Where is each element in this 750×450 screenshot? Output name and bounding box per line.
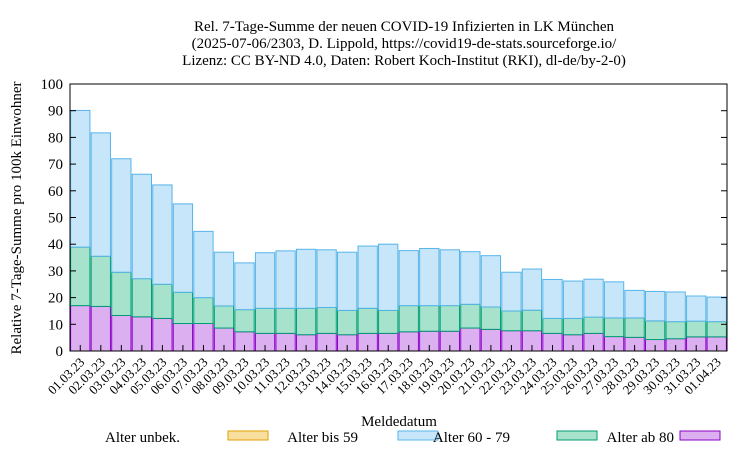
bar-alter-bis-59-23 [542, 278, 563, 319]
bar-alter-bis-59-18 [439, 249, 460, 307]
bar-alter-60-79-2 [111, 271, 132, 316]
bar-alter-60-79-7 [213, 305, 235, 329]
bar-alter-bis-59-6 [193, 230, 214, 299]
bar-alter-bis-59-13 [337, 251, 358, 311]
bar-alter-60-79-15 [378, 309, 399, 334]
legend-label-3: Alter ab 80 [607, 430, 674, 446]
y-tick-label-6: 60 [48, 184, 63, 200]
bar-alter-bis-59-10 [275, 250, 296, 309]
legend-label-0: Alter unbek. [105, 430, 180, 446]
bar-alter-60-79-0 [70, 246, 91, 307]
bar-alter-60-79-24 [562, 317, 584, 336]
bar-alter-60-79-22 [521, 309, 543, 332]
bar-alter-bis-59-26 [603, 281, 625, 319]
bar-alter-60-79-17 [419, 305, 440, 332]
bar-alter-60-79-30 [686, 320, 707, 338]
bar-alter-bis-59-12 [316, 249, 337, 308]
legend: Alter unbek. Alter bis 59 Alter 60 - 79 Alt… [105, 430, 721, 446]
bar-alter-60-79-21 [501, 310, 522, 332]
bars-layer [70, 109, 727, 352]
bar-alter-60-79-26 [603, 317, 625, 338]
bar-alter-60-79-19 [460, 303, 481, 329]
legend-swatch-1 [397, 430, 439, 441]
bar-alter-60-79-14 [357, 307, 378, 334]
bar-alter-bis-59-30 [686, 295, 707, 322]
legend-swatch-2 [556, 430, 598, 441]
bar-alter-60-79-5 [172, 291, 194, 325]
legend-label-1: Alter bis 59 [287, 430, 358, 446]
y-tick-label-2: 20 [48, 291, 63, 307]
bar-alter-60-79-9 [254, 307, 276, 334]
bar-alter-bis-59-29 [665, 291, 686, 323]
bar-alter-bis-59-31 [706, 296, 727, 323]
legend-label-2: Alter 60 - 79 [433, 430, 510, 446]
bar-alter-60-79-11 [295, 307, 317, 336]
bar-alter-bis-59-17 [419, 247, 440, 307]
legend-swatch-3 [679, 430, 721, 441]
bar-alter-bis-59-21 [501, 271, 522, 312]
x-axis-label: Meldedatum [361, 414, 437, 430]
bar-alter-60-79-8 [234, 309, 255, 333]
bar-alter-60-79-20 [480, 306, 502, 330]
bar-alter-bis-59-7 [213, 251, 235, 307]
axes-layer: 010203040506070809010001.03.2302.03.2303… [41, 77, 728, 397]
bar-alter-bis-59-5 [172, 203, 194, 293]
bar-alter-60-79-18 [439, 305, 460, 332]
bar-alter-bis-59-20 [480, 255, 502, 308]
bar-alter-bis-59-8 [234, 262, 255, 311]
bar-alter-bis-59-28 [644, 290, 666, 322]
bar-alter-60-79-3 [131, 278, 153, 318]
legend-swatch-0 [227, 430, 269, 441]
chart-title: Rel. 7-Tage-Summe der neuen COVID-19 Inf… [182, 19, 626, 69]
y-tick-label-8: 80 [48, 130, 63, 146]
bar-alter-60-79-12 [316, 306, 337, 334]
bar-alter-60-79-13 [337, 309, 358, 336]
bar-alter-bis-59-0 [70, 109, 91, 248]
y-tick-label-0: 0 [56, 344, 64, 360]
bar-alter-ab-80-1 [90, 305, 111, 352]
bar-alter-bis-59-9 [254, 252, 276, 309]
bar-alter-60-79-25 [583, 316, 604, 334]
bar-alter-bis-59-16 [398, 250, 419, 307]
title-line-3: Lizenz: CC BY-ND 4.0, Daten: Robert Koch… [182, 53, 626, 69]
y-axis-label: Relative 7-Tage-Summe pro 100k Einwohner [9, 81, 25, 354]
bar-alter-bis-59-4 [152, 184, 173, 285]
y-tick-label-4: 40 [48, 237, 63, 253]
bar-alter-60-79-1 [90, 255, 111, 307]
bar-alter-bis-59-14 [357, 245, 378, 309]
bar-alter-bis-59-25 [583, 278, 604, 318]
y-tick-label-1: 10 [48, 317, 63, 333]
bar-alter-ab-80-0 [70, 305, 91, 352]
bar-alter-bis-59-15 [378, 243, 399, 311]
bar-alter-bis-59-27 [624, 289, 645, 319]
bar-alter-bis-59-3 [131, 173, 153, 280]
bar-alter-bis-59-19 [460, 251, 481, 305]
title-line-2: (2025-07-06/2303, D. Lippold, https://co… [192, 36, 617, 52]
y-tick-label-5: 50 [48, 211, 63, 227]
bar-alter-60-79-6 [193, 297, 214, 325]
bar-alter-60-79-10 [275, 307, 296, 334]
bar-alter-60-79-23 [542, 317, 563, 334]
bar-alter-bis-59-11 [295, 248, 317, 309]
bar-alter-bis-59-22 [521, 268, 543, 311]
bar-alter-60-79-27 [624, 317, 645, 338]
y-tick-label-7: 70 [48, 157, 63, 173]
y-tick-label-10: 100 [41, 77, 64, 93]
title-line-1: Rel. 7-Tage-Summe der neuen COVID-19 Inf… [194, 19, 615, 35]
y-tick-label-3: 30 [48, 264, 63, 280]
bar-alter-60-79-29 [665, 321, 686, 340]
bar-alter-60-79-16 [398, 305, 419, 333]
y-tick-label-9: 90 [48, 104, 63, 120]
bar-alter-bis-59-24 [562, 280, 584, 319]
bar-alter-bis-59-2 [111, 158, 132, 273]
bar-alter-bis-59-1 [90, 132, 111, 257]
bar-alter-60-79-28 [644, 320, 666, 341]
bar-alter-60-79-4 [152, 283, 173, 319]
